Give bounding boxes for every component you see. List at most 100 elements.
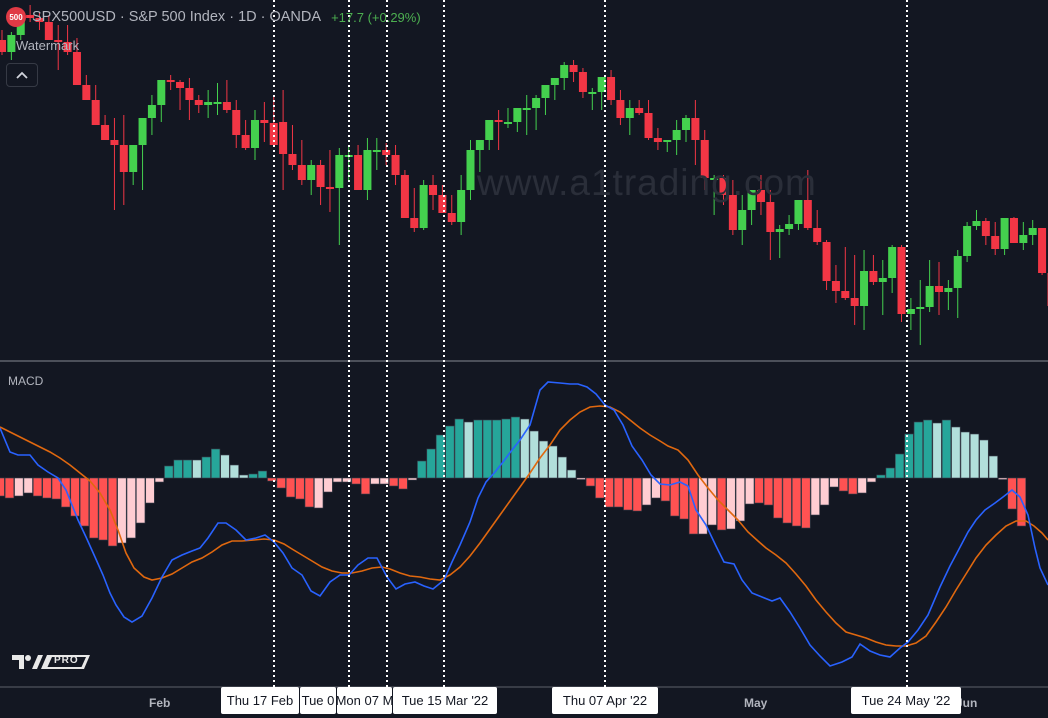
candle[interactable]: [297, 140, 306, 185]
candle[interactable]: [354, 145, 363, 190]
candle[interactable]: [222, 80, 231, 113]
candle[interactable]: [785, 215, 794, 235]
candle[interactable]: [110, 118, 119, 210]
candle[interactable]: [953, 250, 962, 318]
candle[interactable]: [485, 120, 494, 150]
candle[interactable]: [728, 180, 737, 235]
tradingview-logo[interactable]: PRO: [10, 652, 92, 677]
candle[interactable]: [850, 255, 859, 325]
candle[interactable]: [616, 90, 625, 125]
candle[interactable]: [569, 60, 578, 82]
candle[interactable]: [513, 108, 522, 132]
candle[interactable]: [475, 140, 484, 172]
candle[interactable]: [447, 195, 456, 225]
candle[interactable]: [588, 88, 597, 110]
candle[interactable]: [157, 80, 166, 122]
candle[interactable]: [775, 225, 784, 258]
collapse-legend-button[interactable]: [6, 63, 38, 87]
candle[interactable]: [888, 245, 897, 293]
watermark-indicator-label[interactable]: Watermark: [16, 38, 80, 53]
macd-indicator-label[interactable]: MACD: [8, 374, 44, 388]
candle[interactable]: [916, 280, 925, 345]
candle[interactable]: [119, 115, 128, 205]
candle[interactable]: [325, 150, 334, 212]
candle[interactable]: [635, 100, 644, 115]
candle[interactable]: [607, 70, 616, 105]
candle[interactable]: [532, 95, 541, 130]
candle[interactable]: [963, 222, 972, 262]
candle[interactable]: [691, 100, 700, 165]
candle[interactable]: [1009, 217, 1018, 243]
candle[interactable]: [1028, 220, 1037, 245]
candle[interactable]: [288, 125, 297, 170]
candle[interactable]: [260, 102, 269, 142]
candle[interactable]: [54, 25, 63, 70]
candle[interactable]: [813, 210, 822, 245]
macd-pane[interactable]: [0, 381, 1048, 667]
candle[interactable]: [578, 68, 587, 98]
candle[interactable]: [550, 78, 559, 100]
candle[interactable]: [597, 77, 606, 110]
candle[interactable]: [91, 85, 100, 125]
candle[interactable]: [400, 170, 409, 218]
candle[interactable]: [63, 25, 72, 55]
candle[interactable]: [494, 110, 503, 150]
candle[interactable]: [803, 170, 812, 230]
candle[interactable]: [738, 195, 747, 245]
candle[interactable]: [700, 130, 709, 190]
candle[interactable]: [897, 245, 906, 322]
candle[interactable]: [831, 265, 840, 303]
candle[interactable]: [307, 160, 316, 195]
candle[interactable]: [410, 188, 419, 232]
candle[interactable]: [625, 100, 634, 135]
candle[interactable]: [682, 115, 691, 142]
candle[interactable]: [204, 90, 213, 118]
candle[interactable]: [756, 175, 765, 215]
candle[interactable]: [1000, 218, 1009, 255]
candle[interactable]: [391, 145, 400, 185]
candle[interactable]: [747, 190, 756, 225]
candle[interactable]: [241, 120, 250, 150]
candle[interactable]: [213, 83, 222, 115]
candle[interactable]: [944, 280, 953, 310]
candle[interactable]: [279, 90, 288, 190]
candle[interactable]: [906, 298, 915, 330]
candle[interactable]: [72, 38, 81, 85]
candle[interactable]: [26, 5, 35, 22]
candle[interactable]: [925, 260, 934, 312]
candle[interactable]: [419, 180, 428, 230]
candle[interactable]: [194, 95, 203, 113]
candle[interactable]: [972, 210, 981, 230]
candle[interactable]: [35, 12, 44, 30]
candle[interactable]: [822, 240, 831, 290]
candle[interactable]: [101, 115, 110, 140]
candle[interactable]: [250, 110, 259, 160]
candle[interactable]: [316, 160, 325, 205]
candle[interactable]: [129, 145, 138, 185]
candle[interactable]: [138, 118, 147, 190]
candle[interactable]: [766, 190, 775, 260]
candle[interactable]: [166, 75, 175, 90]
symbol-title[interactable]: SPX500USD · S&P 500 Index · 1D · OANDA: [32, 9, 322, 25]
candle[interactable]: [981, 218, 990, 245]
candle[interactable]: [869, 255, 878, 285]
candle[interactable]: [560, 62, 569, 90]
candle[interactable]: [176, 80, 185, 110]
candle[interactable]: [794, 200, 803, 230]
candle[interactable]: [185, 78, 194, 120]
candle[interactable]: [541, 85, 550, 115]
candle[interactable]: [503, 108, 512, 128]
candle[interactable]: [653, 128, 662, 150]
candle[interactable]: [457, 175, 466, 235]
candle[interactable]: [7, 32, 16, 60]
candle[interactable]: [672, 120, 681, 155]
candle[interactable]: [147, 95, 156, 135]
candle[interactable]: [438, 185, 447, 213]
price-pane[interactable]: [0, 5, 1048, 360]
candle[interactable]: [644, 100, 653, 140]
candle[interactable]: [335, 148, 344, 245]
candle[interactable]: [991, 222, 1000, 255]
candle[interactable]: [372, 138, 381, 170]
symbol-legend[interactable]: 500 SPX500USD · S&P 500 Index · 1D · OAN…: [6, 7, 421, 27]
